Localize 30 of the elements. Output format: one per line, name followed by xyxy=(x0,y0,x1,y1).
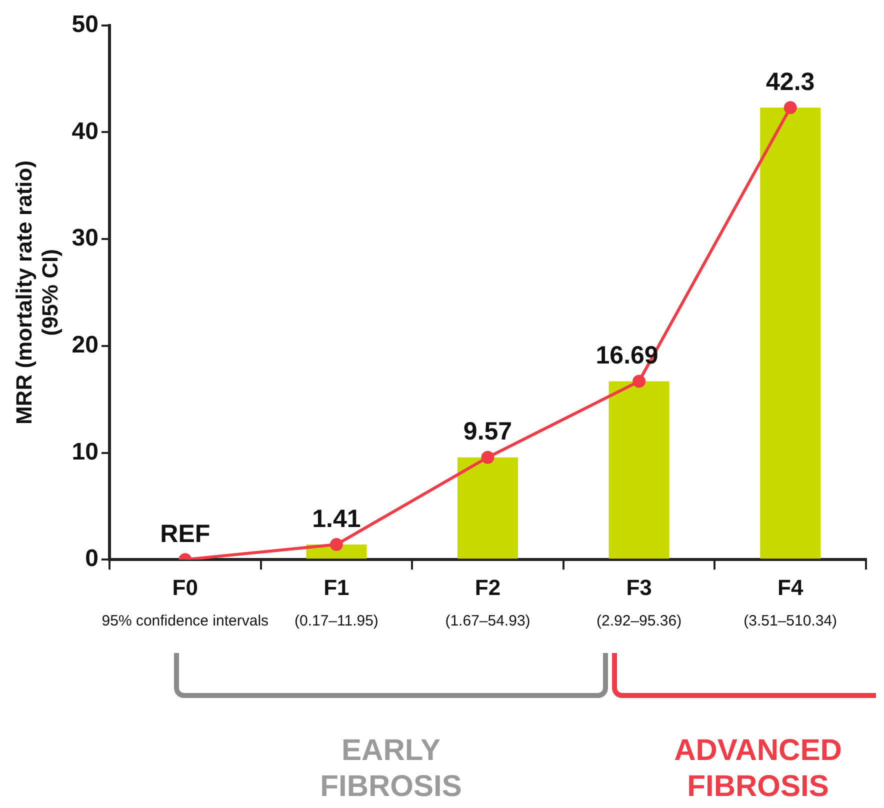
x-tick-label: F1 xyxy=(324,574,350,600)
y-axis-title: MRR (mortality rate ratio) (95% CI) xyxy=(11,160,63,425)
point xyxy=(632,374,646,388)
y-tick-label: 50 xyxy=(72,11,98,38)
data-label: 9.57 xyxy=(463,418,512,446)
text: (3.51–510.34) xyxy=(744,612,838,630)
y-tick-label: 10 xyxy=(72,438,98,466)
data-label: 42.3 xyxy=(766,68,815,96)
text: (1.67–54.93) xyxy=(445,612,530,630)
x-tick-label: F0 xyxy=(172,574,198,600)
text: EARLY FIBROSIS xyxy=(319,733,463,805)
bar xyxy=(457,457,518,559)
x-tick-label: F2 xyxy=(474,574,501,600)
data-label: 1.41 xyxy=(312,504,361,533)
y-tick-label: 0 xyxy=(85,545,98,572)
y-tick-label: 40 xyxy=(72,118,98,145)
x-tick-label: F3 xyxy=(626,574,652,600)
text: (2.92–95.36) xyxy=(596,612,682,630)
x-tick-label: F4 xyxy=(778,574,804,600)
y-tick-label: 30 xyxy=(72,224,98,252)
text: 95% confidence intervals xyxy=(102,612,269,630)
point xyxy=(784,101,797,114)
data-label: REF xyxy=(160,520,210,548)
y-tick-label: 20 xyxy=(72,332,98,359)
point xyxy=(330,538,343,552)
bar xyxy=(608,381,670,559)
point xyxy=(481,450,494,464)
text: (0.17–11.95) xyxy=(294,612,378,630)
text: ADVANCED FIBROSIS xyxy=(673,733,843,805)
bar xyxy=(760,108,821,559)
